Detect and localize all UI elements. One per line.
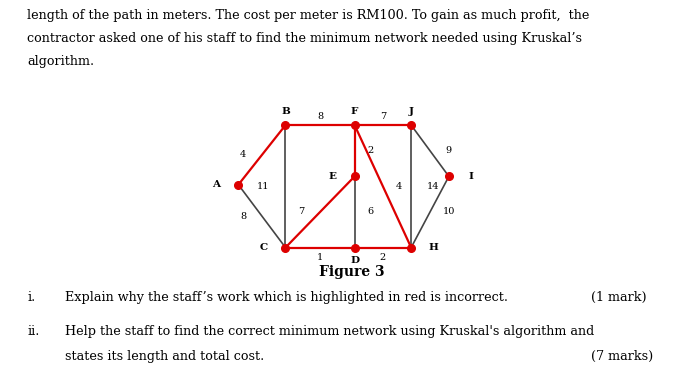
Text: 4: 4 bbox=[395, 182, 402, 191]
Text: H: H bbox=[428, 243, 438, 252]
Text: (1 mark): (1 mark) bbox=[591, 291, 646, 305]
Text: length of the path in meters. The cost per meter is RM100. To gain as much profi: length of the path in meters. The cost p… bbox=[27, 9, 589, 23]
Text: algorithm.: algorithm. bbox=[27, 55, 94, 68]
Text: 11: 11 bbox=[257, 182, 270, 191]
Text: states its length and total cost.: states its length and total cost. bbox=[65, 350, 264, 363]
Text: C: C bbox=[260, 243, 268, 252]
Text: 2: 2 bbox=[367, 146, 374, 155]
Text: E: E bbox=[329, 172, 337, 181]
Text: contractor asked one of his staff to find the minimum network needed using Krusk: contractor asked one of his staff to fin… bbox=[27, 32, 583, 45]
Text: 6: 6 bbox=[367, 208, 374, 217]
Text: B: B bbox=[281, 108, 290, 117]
Text: ii.: ii. bbox=[27, 325, 40, 338]
Text: Figure 3: Figure 3 bbox=[319, 265, 385, 279]
Text: J: J bbox=[408, 108, 414, 117]
Text: 7: 7 bbox=[380, 112, 386, 121]
Text: 2: 2 bbox=[380, 253, 386, 262]
Text: I: I bbox=[469, 172, 473, 181]
Text: F: F bbox=[351, 108, 359, 117]
Text: D: D bbox=[350, 256, 359, 265]
Text: A: A bbox=[212, 180, 221, 189]
Text: Explain why the staff’s work which is highlighted in red is incorrect.: Explain why the staff’s work which is hi… bbox=[65, 291, 508, 305]
Text: i.: i. bbox=[27, 291, 36, 305]
Text: 1: 1 bbox=[317, 253, 323, 262]
Text: Help the staff to find the correct minimum network using Kruskal's algorithm and: Help the staff to find the correct minim… bbox=[65, 325, 594, 338]
Text: 8: 8 bbox=[240, 212, 246, 221]
Text: 7: 7 bbox=[298, 208, 305, 217]
Text: (7 marks): (7 marks) bbox=[591, 350, 653, 363]
Text: 10: 10 bbox=[443, 208, 455, 217]
Text: 14: 14 bbox=[427, 182, 439, 191]
Text: 8: 8 bbox=[317, 112, 323, 121]
Text: 9: 9 bbox=[446, 146, 452, 155]
Text: 4: 4 bbox=[240, 150, 246, 159]
